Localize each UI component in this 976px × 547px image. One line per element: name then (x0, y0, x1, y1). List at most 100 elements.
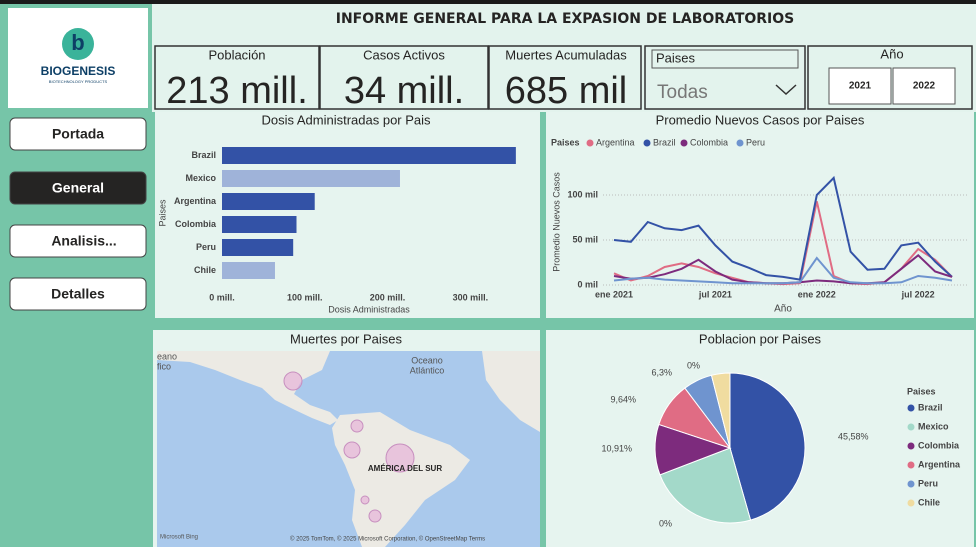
data-label: 0% (687, 360, 700, 370)
x-tick-label: 0 mill. (209, 292, 235, 302)
chart-title: Dosis Administradas por Pais (261, 112, 431, 127)
nav-label[interactable]: General (52, 180, 104, 196)
map-bubble[interactable] (360, 495, 370, 505)
bar (222, 262, 275, 279)
y-tick-label: Mexico (185, 173, 216, 183)
map-label: eano (157, 351, 177, 361)
legend-label: Peru (746, 137, 765, 147)
x-tick-label: ene 2022 (798, 289, 836, 299)
legend-title: Paises (907, 386, 936, 396)
data-label: 10,91% (601, 443, 632, 453)
map-label: AMÉRICA DEL SUR (368, 464, 442, 473)
legend-marker (907, 499, 915, 507)
dropdown-chevron[interactable] (775, 84, 797, 96)
y-tick-label: 50 mil (572, 234, 598, 244)
bar (222, 147, 516, 164)
y-tick-label: Colombia (175, 219, 217, 229)
legend-label: Colombia (690, 137, 728, 147)
legend-marker (643, 139, 651, 147)
legend-label: Brazil (918, 402, 943, 412)
page-title: INFORME GENERAL PARA LA EXPASION DE LABO… (336, 11, 795, 27)
map-title: Muertes por Paises (290, 331, 402, 346)
logo-tagline: BIOTECHNOLOGY PRODUCTS (49, 79, 108, 84)
y-tick-label: 0 mil (577, 279, 598, 289)
bar (222, 239, 294, 256)
map-brand: Microsoft Bing (160, 535, 198, 541)
nav-label[interactable]: Portada (52, 126, 104, 142)
bar (222, 216, 297, 233)
map-bubble[interactable] (283, 371, 303, 391)
nav: Portada General Analisis... Detalles (9, 117, 147, 311)
map-land (157, 351, 338, 425)
legend-marker (907, 442, 915, 450)
legend-marker (736, 139, 744, 147)
year-button[interactable] (892, 67, 956, 105)
map-bubble[interactable] (350, 419, 364, 433)
legend-marker (907, 461, 915, 469)
legend-label: Peru (918, 478, 938, 488)
x-axis-label: Año (774, 304, 792, 315)
line (613, 256, 953, 285)
slicer-value[interactable]: Todas (657, 82, 708, 103)
map-land (482, 351, 540, 432)
y-axis-label: Paises (157, 199, 167, 227)
logo-mark (62, 28, 94, 60)
nav-button[interactable] (9, 171, 147, 205)
slicer-label: Paises (656, 50, 696, 65)
chart-title: Promedio Nuevos Casos por Paises (656, 112, 865, 127)
y-tick-label: Peru (196, 242, 216, 252)
y-tick-label: Chile (194, 265, 216, 275)
legend-label: Argentina (918, 459, 961, 469)
map-label: fico (157, 361, 171, 371)
map-bubbles (283, 371, 415, 523)
bar (222, 193, 315, 210)
x-tick-label: jul 2022 (901, 289, 935, 299)
kpi-card (154, 45, 320, 110)
legend-label: Brazil (653, 137, 676, 147)
map-label: Atlántico (410, 365, 445, 375)
map-label: Oceano (411, 355, 443, 365)
x-tick-label: 100 mill. (287, 292, 323, 302)
bar (222, 170, 400, 187)
line (613, 175, 953, 281)
kpi-label: Muertes Acumuladas (505, 47, 627, 62)
year-option[interactable]: 2021 (849, 81, 872, 92)
year-slicer (807, 45, 973, 110)
logo-letter: b (71, 30, 84, 55)
pie-slice (659, 447, 752, 524)
kpi-value: 34 mill. (344, 70, 464, 112)
map-bubble[interactable] (385, 443, 415, 473)
map-land (332, 412, 470, 547)
map-credits[interactable]: © 2025 TomTom, © 2025 Microsoft Corporat… (290, 536, 485, 543)
nav-button[interactable] (9, 117, 147, 151)
chart-title: Poblacion por Paises (699, 331, 822, 346)
kpi-card (319, 45, 489, 110)
legend-marker (907, 480, 915, 488)
kpi-value: 685 mil (505, 70, 628, 112)
panel (155, 112, 540, 318)
nav-button[interactable] (9, 277, 147, 311)
year-option[interactable]: 2022 (913, 81, 936, 92)
data-label: 6,3% (651, 367, 672, 377)
nav-label[interactable]: Detalles (51, 286, 105, 302)
year-button[interactable] (828, 67, 892, 105)
pie-slice (729, 372, 806, 521)
legend-label: Colombia (918, 440, 960, 450)
legend-label: Chile (918, 497, 940, 507)
slicer-label: Año (880, 46, 903, 61)
data-label: 45,58% (838, 431, 869, 441)
kpi-label: Población (208, 47, 265, 62)
map-bubble[interactable] (343, 441, 361, 459)
map-bubble[interactable] (368, 509, 382, 523)
y-axis-label: Promedio Nuevos Casos (551, 172, 561, 272)
nav-label[interactable]: Analisis... (51, 233, 116, 249)
y-tick-label: Brazil (191, 150, 216, 160)
legend-marker (907, 404, 915, 412)
legend-marker (907, 423, 915, 431)
data-label: 0% (659, 518, 672, 528)
x-axis-label: Dosis Administradas (328, 304, 410, 314)
x-tick-label: ene 2021 (595, 289, 633, 299)
nav-button[interactable] (9, 224, 147, 258)
legend-marker (680, 139, 688, 147)
